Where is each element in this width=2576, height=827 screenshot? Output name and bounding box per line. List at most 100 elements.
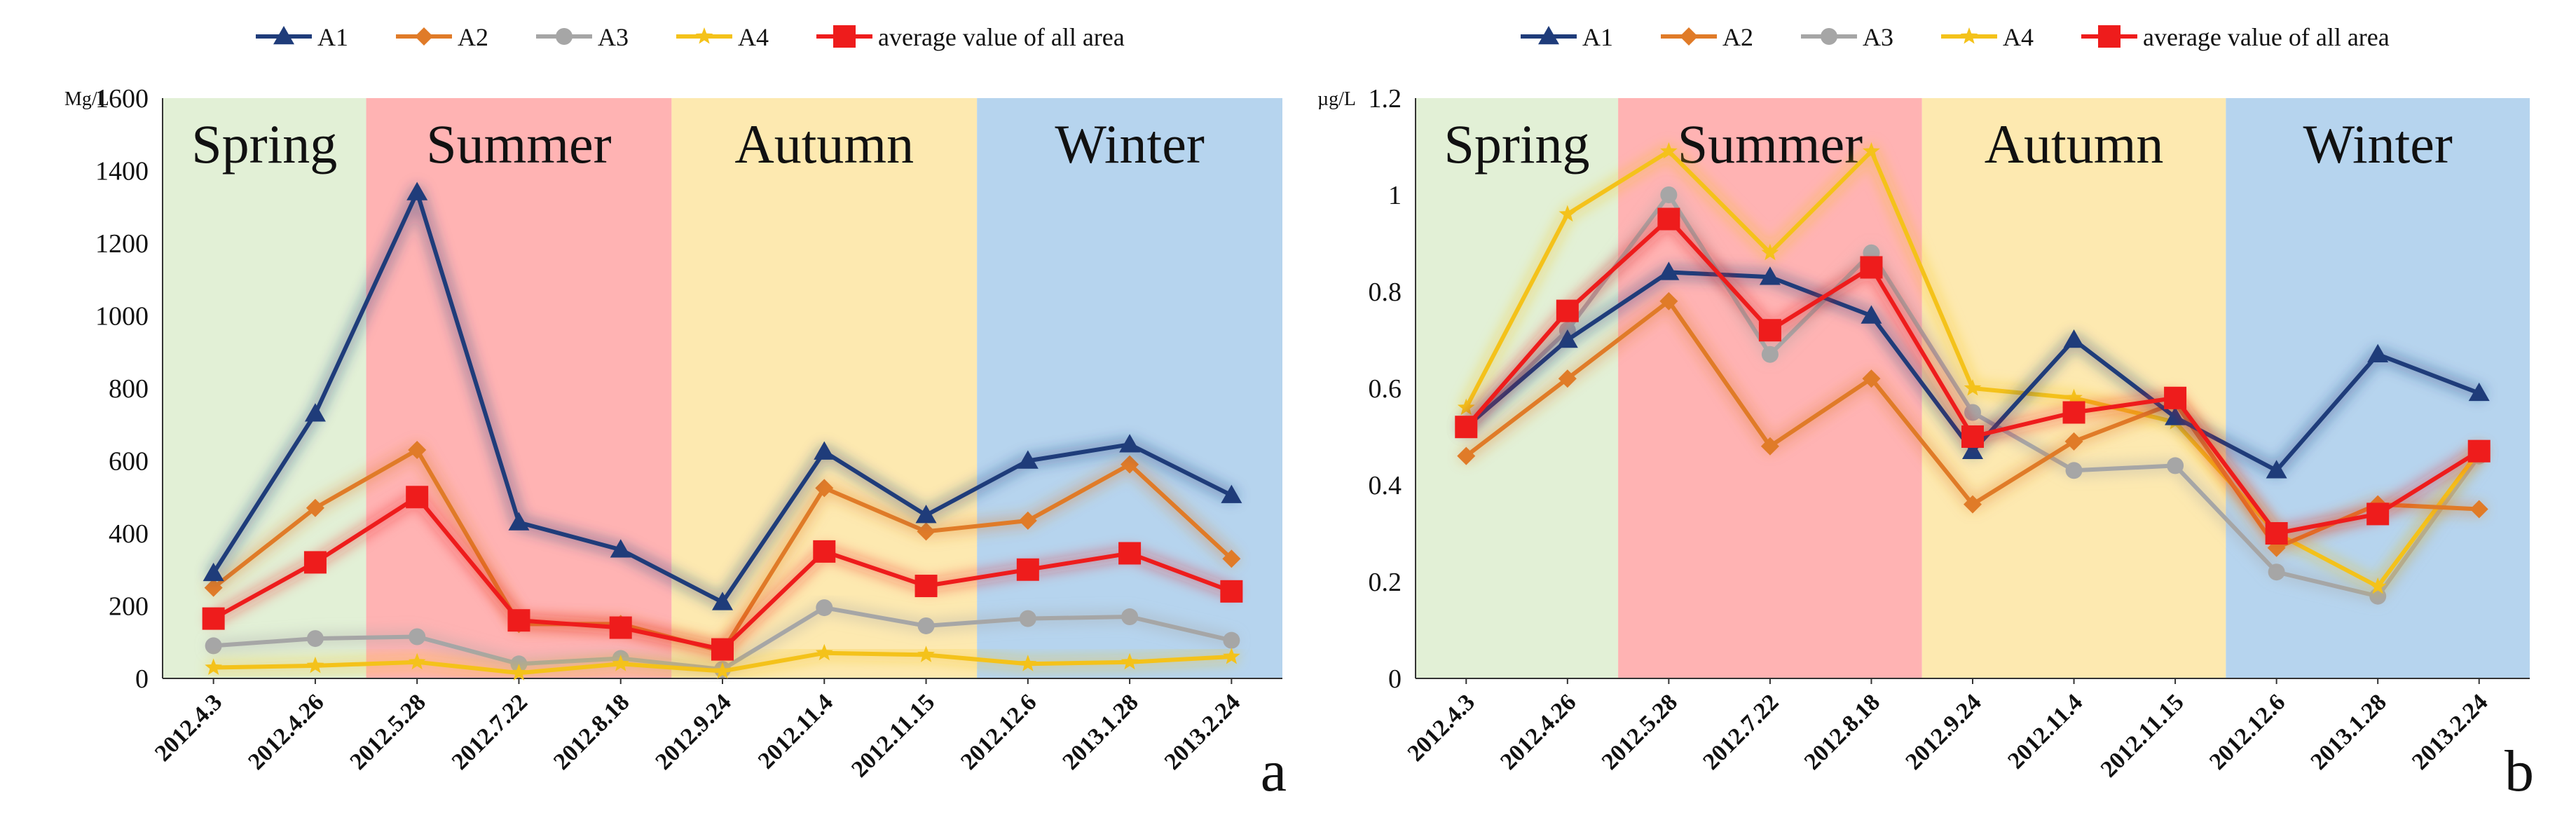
panel-b-legend-label-a3: A3 [1863,23,1893,51]
panel-b-point-a2 [1558,369,1577,388]
panel-a-point-a2 [306,498,324,517]
panel-a-point-a3 [409,628,426,645]
panel-b-point-average-value-of-all-area [1556,299,1579,322]
panel-b-x-tick-label: 2012.8.18 [1800,689,1885,774]
panel-b-legend-item-average-value-of-all-area: average value of all area [2081,23,2390,51]
panel-b-point-a2 [1457,446,1476,465]
panel-b-y-tick-label: 0.2 [1369,568,1402,597]
panel-a-point-a1 [203,562,224,582]
panel-a-season-band-summer [366,98,672,678]
panel-a-y-tick-label: 0 [135,664,149,694]
panel-b-season-label-spring: Spring [1444,114,1590,175]
panel-a-y-tick-label: 400 [109,519,149,549]
panel-a-point-a1 [814,441,835,460]
panel-b-x-tick-label: 2012.9.24 [1900,689,1986,774]
panel-a-point-a2 [204,578,223,597]
panel-a-legend-marker-a3 [556,28,573,45]
panel-a-x-tick-label: 2012.12.6 [956,689,1041,774]
panel-b-point-average-value-of-all-area [2062,401,2085,424]
panel-a-point-average-value-of-all-area [711,638,734,661]
panel-a-y-tick-label: 600 [109,447,149,477]
panel-b-point-a1 [2468,382,2490,402]
panel-a-point-a1 [406,182,428,200]
panel-a-y-tick-label: 800 [109,374,149,404]
panel-a-point-a1 [508,512,530,531]
panel-a-y-tick-label: 1000 [95,302,149,332]
panel-a-x-tick-label: 2013.2.24 [1160,689,1245,774]
panel-a-point-a4 [205,658,222,675]
panel-a-season-label-autumn: Autumn [734,114,914,175]
panel-b-y-tick-label: 0.8 [1369,278,1402,307]
panel-b-x-tick-label: 2012.11.4 [2003,689,2088,774]
panel-b-point-a4 [1660,142,1678,159]
panel-a-legend-marker-average-value-of-all-area [833,25,856,48]
panel-b-point-a2 [1760,437,1779,456]
panel-b-season-label-winter: Winter [2303,114,2452,175]
panel-b-x-tick-label: 2012.4.26 [1495,689,1581,774]
panel-a-point-average-value-of-all-area [813,540,836,563]
panel-a-x-tick-label: 2012.7.22 [447,689,533,774]
panel-a-point-a4 [1223,648,1240,664]
panel-b-y-tick-label: 1.2 [1369,84,1402,114]
panel-b-legend-marker-average-value-of-all-area [2098,25,2121,48]
panel-b-point-a1 [1962,440,1983,459]
panel-b-point-a2 [1862,369,1881,388]
panel-b-point-average-value-of-all-area [2467,439,2491,463]
panel-a-point-a4 [1019,655,1037,671]
panel-b-point-average-value-of-all-area [1758,319,1781,342]
panel-a-point-average-value-of-all-area [1220,580,1243,603]
panel-a-point-a1 [1119,434,1141,453]
panel-a-point-average-value-of-all-area [914,575,938,598]
panel-a-x-tick-label: 2012.4.3 [150,689,227,766]
panel-b-series-average-value-of-all-area [1455,207,2491,545]
panel-b-point-a4 [1761,243,1779,261]
panel-b-legend-marker-a1 [1538,26,1559,45]
panel-b-point-a1 [1658,261,1680,280]
panel-b-legend-label-a4: A4 [2003,23,2034,51]
panel-b-season-label-summer: Summer [1678,114,1863,175]
panel-b-legend-item-a1: A1 [1521,23,1613,51]
panel-a-season-label-spring: Spring [191,114,337,175]
panel-a-legend-label-average-value-of-all-area: average value of all area [878,23,1125,51]
panel-a-point-a4 [408,652,426,670]
panel-a-legend-label-a3: A3 [598,23,629,51]
panel-b-point-average-value-of-all-area [1860,256,1883,279]
panel-b-point-average-value-of-all-area [2265,522,2288,545]
panel-b-x-tick-label: 2013.2.24 [2407,689,2493,774]
panel-a-legend: A1 A2 A3 A4 average value of all area [256,23,1125,51]
panel-b-x-tick-label: 2012.5.28 [1597,689,1683,774]
panel-b-y-tick-label: 0 [1388,664,1402,694]
panel-b-point-a3 [1660,186,1678,203]
panel-b-y-unit-label: µg/L [1317,88,1356,110]
panel-a-point-a3 [816,599,833,617]
panel-a-point-a1 [1017,450,1039,469]
panel-b-legend-marker-a3 [1821,28,1837,45]
panel-b-point-a1 [2165,406,2186,425]
panel-b-point-a4 [2369,577,2387,594]
panel-b-point-a3 [2065,462,2083,479]
panel-b-point-a1 [1759,266,1781,285]
panel-a-x-tick-label: 2012.11.4 [753,689,838,774]
panel-b-point-a2 [1964,495,1982,514]
panel-b-point-a3 [2268,563,2285,581]
panel-b-y-tick-label: 0.6 [1369,374,1402,404]
panel-b-y-tick-label: 0.4 [1369,471,1402,500]
panel-a-point-a2 [408,440,427,459]
panel-b-point-average-value-of-all-area [1657,207,1680,231]
panel-b-point-a2 [2469,500,2488,519]
panel-a-point-a4 [306,656,324,674]
panel-a-season-label-winter: Winter [1055,114,1204,175]
panel-b-legend-item-a4: A4 [1941,23,2034,51]
panel-a-point-a4 [713,662,732,679]
panel-a-point-a3 [917,617,935,634]
panel-a-series-average-value-of-all-area [202,486,1243,661]
panel-a-point-average-value-of-all-area [202,607,225,630]
panel-a-series-a4 [205,643,1240,681]
panel-a-legend-marker-a2 [415,27,433,46]
panel-a-point-a3 [306,630,324,648]
panel-a-x-tick-label: 2012.4.26 [243,689,329,774]
panel-a-point-a2 [1121,455,1139,474]
panel-a-point-a4 [815,643,833,661]
panel-b-legend-item-a2: A2 [1661,23,1753,51]
panel-a-panel-letter: a [1261,739,1287,804]
